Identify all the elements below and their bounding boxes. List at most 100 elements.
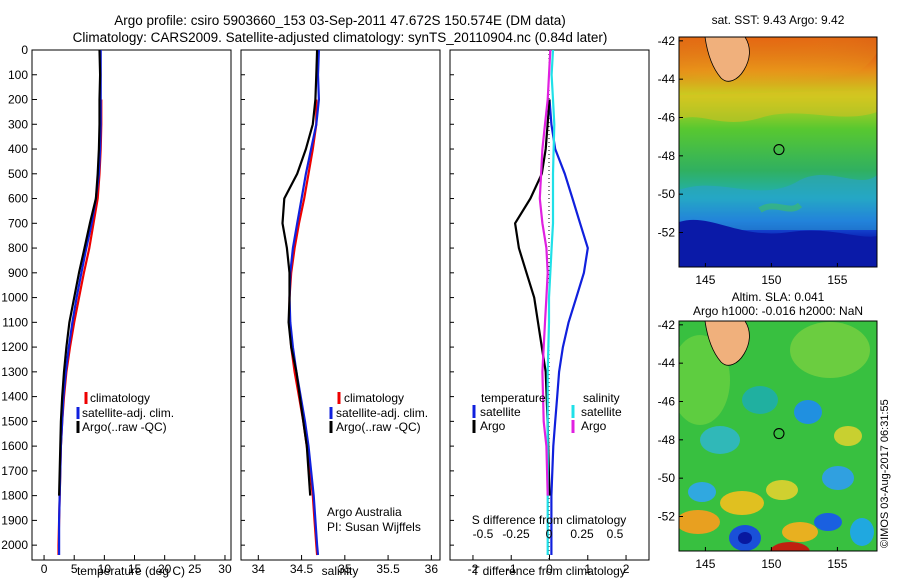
y-tick-label: 1200: [1, 340, 28, 354]
argo-position-marker: [773, 143, 785, 156]
map-x-tick-label: 155: [827, 273, 847, 287]
t-difference-label: T difference from climatology: [472, 564, 626, 578]
map-y-tick-label: -44: [658, 356, 676, 370]
s-tick-label: 0.25: [570, 527, 594, 541]
legend-label-t-argo: Argo: [480, 419, 506, 433]
y-tick-label: 1900: [1, 513, 28, 527]
x-tick-label: 36: [425, 562, 439, 576]
y-tick-label: 100: [8, 68, 28, 82]
series-line-satellite-adj-clim-: [57, 50, 102, 555]
map-y-tick-label: -50: [658, 471, 676, 485]
x-tick-label: 35.5: [376, 562, 400, 576]
figure-subtitle: Climatology: CARS2009. Satellite-adjuste…: [72, 30, 608, 45]
x-tick-label: 0: [41, 562, 48, 576]
salinity-x-axis: 34 34.5 35 35.5 36: [252, 555, 439, 576]
map-x-tick-label: 145: [695, 557, 715, 571]
map-x-tick-label: 145: [695, 273, 715, 287]
series-line-salinity-argo: [538, 49, 552, 496]
map-y-tick-label: -50: [658, 187, 676, 201]
x-tick-label: 15: [128, 562, 142, 576]
legend-label-s-satellite: satellite: [581, 405, 622, 419]
map-y-tick-label: -44: [658, 72, 676, 86]
x-tick-label: -2: [468, 562, 479, 576]
x-tick-label: 10: [98, 562, 112, 576]
salinity-panel-frame: [240, 49, 441, 561]
difference-x-axis: -2 -1 0 1 2: [468, 555, 630, 576]
imos-stamp: ©IMOS 03-Aug-2017 06:31:55: [879, 399, 891, 548]
y-tick-label: 800: [8, 241, 28, 255]
series-line-satellite-adj-clim-: [288, 49, 320, 556]
y-tick-label: 200: [8, 93, 28, 107]
y-tick-label: 700: [8, 216, 28, 230]
temperature-x-label: temperature (deg C): [77, 564, 185, 578]
legend-label-t-satellite: satellite: [480, 405, 521, 419]
sla-map-axes: 145 150 155 -42 -44 -46 -48 -50 -52: [658, 318, 848, 571]
x-tick-label: 5: [71, 562, 78, 576]
sla-map-field: [679, 321, 877, 551]
difference-legend: temperature salinity satellite Argo sate…: [472, 391, 622, 433]
s-difference-ticks: -0.5 -0.25 0 0.25 0.5: [473, 527, 624, 541]
x-tick-label: 25: [188, 562, 202, 576]
map-y-tick-label: -46: [658, 395, 676, 409]
sla-map-title-1: Altim. SLA: 0.041: [732, 290, 825, 304]
salinity-y-ticks: [241, 49, 245, 546]
legend-label-satellite: satellite-adj. clim.: [82, 406, 174, 420]
sla-map-frame: [678, 320, 878, 552]
x-tick-label: 34: [252, 562, 266, 576]
sst-map-title: sat. SST: 9.43 Argo: 9.42: [712, 13, 845, 27]
map-y-tick-label: -52: [658, 226, 676, 240]
series-line-argo-raw-qc-: [281, 49, 319, 496]
y-tick-label: 1100: [2, 315, 28, 329]
x-tick-label: 1: [584, 562, 591, 576]
legend-label-argo: Argo(..raw -QC): [336, 420, 421, 434]
map-y-tick-label: -42: [658, 34, 676, 48]
difference-y-ticks: [450, 49, 454, 546]
x-tick-label: 0: [546, 562, 553, 576]
temperature-x-axis: 0 5 10 15 20 25 30: [41, 555, 232, 576]
pi-label: PI: Susan Wijffels: [327, 520, 421, 534]
argo-position-marker: [773, 427, 785, 440]
x-tick-label: 20: [158, 562, 172, 576]
temperature-y-axis: 0 100 200 300 400 500 600 700 800 900 1000 1100 1200…: [1, 43, 37, 552]
temperature-legend: climatology satellite-adj. clim. Argo(..…: [76, 391, 174, 434]
map-x-tick-label: 150: [761, 273, 781, 287]
legend-title-temperature: temperature: [481, 391, 546, 405]
s-tick-label: -0.25: [502, 527, 530, 541]
institution-label: Argo Australia: [327, 505, 402, 519]
y-tick-label: 600: [8, 192, 28, 206]
salinity-x-label: salinity: [322, 564, 359, 578]
y-tick-label: 2000: [1, 538, 28, 552]
s-tick-label: -0.5: [473, 527, 494, 541]
y-tick-label: 900: [8, 266, 28, 280]
sst-map-axes: 145 150 155 -42 -44 -46 -48 -50 -52: [658, 34, 848, 287]
x-tick-label: 34.5: [290, 562, 314, 576]
sst-argo-marker: [773, 143, 785, 156]
x-tick-label: -1: [506, 562, 517, 576]
sst-map-field: [679, 37, 877, 267]
series-line-argo-raw-qc-: [58, 49, 102, 496]
map-x-tick-label: 155: [827, 557, 847, 571]
land-mass: [704, 321, 750, 366]
x-tick-label: 2: [623, 562, 630, 576]
series-line-temperature-satellite: [548, 99, 589, 555]
y-tick-label: 1500: [1, 414, 28, 428]
s-tick-label: 0: [546, 527, 553, 541]
land-mass: [704, 37, 750, 82]
legend-label-satellite: satellite-adj. clim.: [336, 406, 428, 420]
legend-label-climatology: climatology: [344, 391, 404, 405]
x-tick-label: 35: [338, 562, 352, 576]
y-tick-label: 300: [8, 117, 28, 131]
legend-title-salinity: salinity: [583, 391, 620, 405]
map-y-tick-label: -42: [658, 318, 676, 332]
sla-map-title-2: Argo h1000: -0.016 h2000: NaN: [693, 304, 863, 318]
sla-argo-marker: [773, 427, 785, 440]
y-tick-label: 1000: [1, 291, 28, 305]
salinity-lines: [281, 49, 320, 556]
sst-map-frame: [678, 36, 878, 268]
salinity-legend: climatology satellite-adj. clim. Argo(..…: [329, 391, 428, 434]
difference-lines: [513, 49, 589, 555]
figure-title: Argo profile: csiro 5903660_153 03-Sep-2…: [114, 13, 566, 28]
y-tick-label: 400: [8, 142, 28, 156]
legend-label-argo: Argo(..raw -QC): [82, 420, 167, 434]
